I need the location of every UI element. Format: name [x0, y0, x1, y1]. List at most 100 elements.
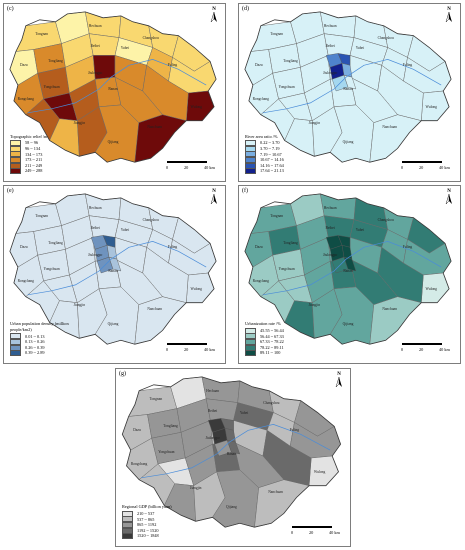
- north-arrow-icon: N: [444, 7, 454, 24]
- legend-item: 10.67 ~ 14.16: [245, 156, 284, 163]
- legend-swatch: [10, 156, 21, 163]
- county-label: Yongchuan: [43, 267, 60, 272]
- legend-swatch: [10, 350, 21, 357]
- legend-item-label: 78.22 ~ 89.11: [260, 344, 284, 350]
- panel-tag: (e): [7, 188, 14, 194]
- legend-item-label: 173 ~ 211: [25, 157, 43, 163]
- county-label: Fuling: [289, 428, 300, 433]
- scale-label-20: 20: [184, 347, 189, 352]
- region-polygon: [92, 55, 116, 80]
- panel-tag: (d): [242, 6, 249, 12]
- scale-label-40: 40 km: [439, 347, 450, 352]
- legend-item: 3.70 ~ 7.19: [245, 145, 284, 152]
- county-label: Hechuan: [88, 205, 102, 210]
- scale-bar: 0 20 40 km: [401, 343, 450, 355]
- legend-item: 0.01 ~ 0.13: [10, 333, 78, 340]
- county-label: Dazu: [255, 245, 263, 250]
- legend-item: 211 ~ 249: [10, 162, 47, 169]
- scale-label-0: 0: [401, 165, 404, 170]
- region-polygon: [369, 114, 422, 163]
- scale-bar: 0 20 40 km: [291, 526, 340, 538]
- county-label: Banan: [343, 87, 353, 92]
- legend-item-label: 210 ~ 537: [137, 510, 155, 516]
- county-label: Yubei: [120, 45, 130, 50]
- core-district-polygon: [108, 256, 122, 272]
- county-label: Changshou: [142, 35, 159, 40]
- county-label: Tongnan: [35, 31, 48, 36]
- legend-item: 865 ~ 1192: [122, 521, 172, 528]
- county-label: Yongchuan: [278, 85, 295, 90]
- legend-swatch: [245, 168, 256, 175]
- legend-swatch: [122, 527, 133, 534]
- county-label: Fuling: [167, 245, 178, 250]
- legend-swatch: [245, 156, 256, 163]
- legend-item-label: 134 ~ 173: [25, 151, 43, 157]
- county-label: Yubei: [355, 227, 365, 232]
- map-legend: Urban population density (million people…: [10, 321, 78, 357]
- county-label: Qijiang: [342, 322, 354, 327]
- county-label: Hechuan: [323, 23, 337, 28]
- county-label: Tongliang: [283, 59, 298, 64]
- scale-bar: 0 20 40 km: [166, 161, 215, 173]
- north-arrow-icon: N: [334, 372, 344, 389]
- legend-item: 96 ~ 134: [10, 145, 47, 152]
- legend-item-label: 7.19 ~ 10.67: [260, 151, 282, 157]
- scale-label-20: 20: [419, 165, 424, 170]
- county-label: Beibei: [207, 408, 218, 413]
- legend-swatch: [10, 333, 21, 340]
- county-label: Changshou: [377, 217, 394, 222]
- county-label: Beibei: [90, 43, 100, 48]
- north-label: N: [447, 7, 451, 12]
- county-label: Banan: [343, 269, 353, 274]
- county-label: Wulong: [425, 286, 437, 291]
- map-panel-g: (g) N Tongnan Hechuan Changshou Dazu Tongliang…: [115, 368, 351, 547]
- legend-swatch: [122, 510, 133, 517]
- legend-swatch: [10, 151, 21, 158]
- legend-title: Urban population density (million people…: [10, 321, 69, 332]
- north-arrow-icon: N: [444, 189, 454, 206]
- county-label: Jiulongpo: [88, 71, 103, 76]
- legend-item-label: 0.22 ~ 3.70: [260, 140, 280, 146]
- legend-swatch: [245, 327, 256, 334]
- legend-title: River area ratio /%: [245, 133, 278, 139]
- legend-item: 7.19 ~ 10.67: [245, 151, 284, 158]
- county-label: Yubei: [355, 45, 365, 50]
- legend-swatch: [245, 333, 256, 340]
- county-label: Yubei: [239, 410, 249, 415]
- legend-item: 17.64 ~ 21.13: [245, 168, 284, 175]
- county-label: Nanchuan: [268, 489, 283, 494]
- core-district-polygon: [226, 439, 241, 455]
- county-label: Jiulongpo: [323, 253, 338, 258]
- core-district-polygon: [343, 74, 357, 90]
- county-label: Fuling: [402, 245, 413, 250]
- county-label: Qijiang: [342, 140, 354, 145]
- north-label: N: [337, 372, 341, 377]
- county-label: Rongchang: [17, 96, 34, 101]
- river-line: [27, 241, 207, 296]
- legend-item: 210 ~ 537: [122, 510, 172, 517]
- county-label: Wulong: [190, 286, 202, 291]
- choropleth-map: [244, 193, 452, 345]
- scale-label-20: 20: [419, 347, 424, 352]
- core-district-polygon: [343, 256, 357, 272]
- study-area-outline: [244, 11, 452, 163]
- river-line: [262, 59, 442, 114]
- legend-swatch: [122, 521, 133, 528]
- legend-item: 173 ~ 211: [10, 156, 47, 163]
- county-label: Yongchuan: [158, 450, 175, 455]
- study-area-outline: [9, 11, 217, 163]
- map-panel-f: (f) N Tongnan Hechuan Changshou Dazu Tongliang…: [238, 185, 461, 364]
- scale-bar: 0 20 40 km: [166, 343, 215, 355]
- legend-item: 0.13 ~ 0.26: [10, 338, 78, 345]
- county-label: Qijiang: [107, 322, 119, 327]
- county-label: Tongliang: [48, 59, 63, 64]
- river-line: [141, 424, 331, 479]
- legend-item: 0.26 ~ 0.39: [10, 344, 78, 351]
- county-label: Tongnan: [270, 213, 283, 218]
- legend-swatch: [245, 151, 256, 158]
- county-label: Beibei: [90, 225, 100, 230]
- scale-label-40: 40 km: [329, 530, 340, 535]
- study-area-outline: [244, 193, 452, 345]
- county-label: Changshou: [377, 35, 394, 40]
- legend-swatch: [122, 533, 133, 540]
